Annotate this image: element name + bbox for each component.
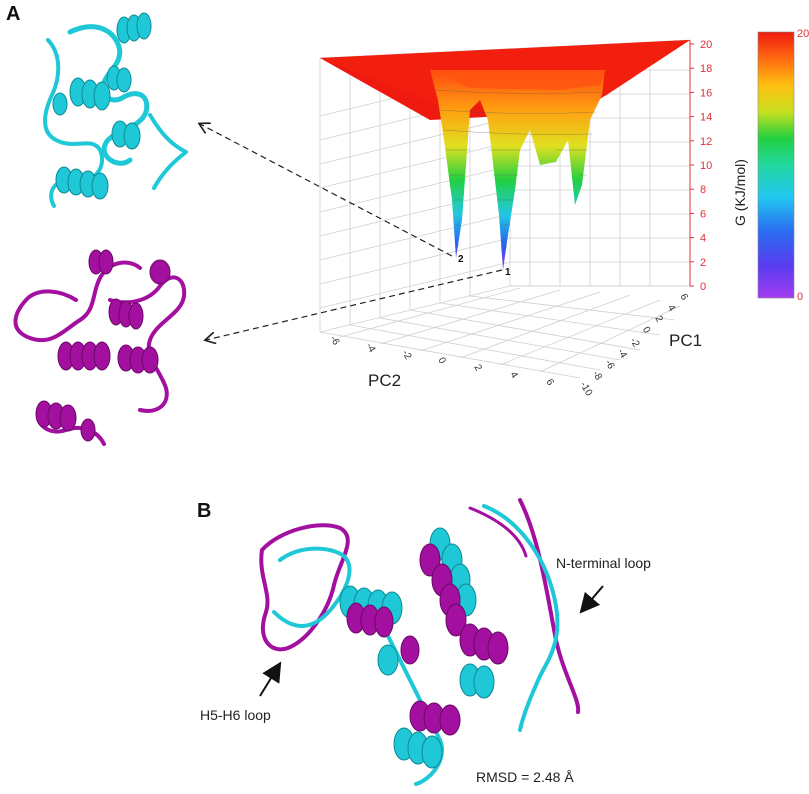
pc1-tick-label: -6 <box>602 358 616 372</box>
pc1-tick-label: -4 <box>615 347 629 361</box>
arrow-minimum-2 <box>200 124 453 257</box>
panel-a-letter: A <box>6 3 20 25</box>
colorbar-max-label: 20 <box>797 28 809 40</box>
z-axis-ticks: 0 2 4 6 8 10 12 14 16 18 20 <box>690 39 712 293</box>
arrow-minimum-1 <box>206 269 503 340</box>
z-tick-label: 0 <box>700 281 706 293</box>
pc1-axis-label: PC1 <box>669 331 702 350</box>
n-terminal-loop-label: N-terminal loop <box>556 555 651 571</box>
colorbar-min-label: 0 <box>797 291 803 303</box>
h5h6-loop-label: H5-H6 loop <box>200 707 271 723</box>
pc1-tick-label: 4 <box>665 303 678 314</box>
magenta-structure <box>13 249 187 446</box>
pc2-tick-label: -4 <box>363 341 377 355</box>
pc2-tick-label: 4 <box>507 370 520 381</box>
colorbar: 20 0 G (KJ/mol) <box>732 28 809 303</box>
n-terminal-arrow <box>579 585 604 614</box>
overlay-structure <box>259 498 581 786</box>
cyan-structure <box>43 12 188 208</box>
panel-b-letter: B <box>197 500 211 522</box>
z-tick-label: 10 <box>700 160 712 172</box>
z-tick-label: 18 <box>700 63 712 75</box>
z-tick-label: 12 <box>700 136 712 148</box>
z-tick-label: 2 <box>700 257 706 269</box>
h5h6-arrow <box>259 661 282 697</box>
rmsd-label: RMSD = 2.48 Å <box>476 769 574 785</box>
pc1-tick-label: 6 <box>677 292 690 303</box>
pc2-axis-ticks: -6 -4 -2 0 2 4 6 <box>327 334 556 388</box>
pc1-tick-label: -8 <box>590 369 604 383</box>
energy-wells <box>430 70 605 270</box>
pc2-tick-label: 0 <box>435 356 448 367</box>
z-tick-label: 4 <box>700 233 706 245</box>
z-tick-label: 14 <box>700 112 712 124</box>
colorbar-gradient <box>757 31 795 299</box>
pc2-tick-label: -2 <box>399 348 413 362</box>
z-tick-label: 6 <box>700 208 706 220</box>
pc1-tick-label: -2 <box>627 336 641 350</box>
minimum-1-label: 1 <box>505 267 511 278</box>
minimum-2-label: 2 <box>458 254 464 265</box>
pc2-tick-label: 6 <box>543 377 556 388</box>
z-tick-label: 16 <box>700 87 712 99</box>
z-tick-label: 20 <box>700 39 712 51</box>
z-tick-label: 8 <box>700 184 706 196</box>
pc2-tick-label: -6 <box>327 334 341 348</box>
pc2-tick-label: 2 <box>471 363 484 374</box>
pc1-tick-label: 2 <box>652 314 665 325</box>
pc1-tick-label: -10 <box>577 380 594 398</box>
pc1-tick-label: 0 <box>640 325 653 336</box>
colorbar-title: G (KJ/mol) <box>732 159 748 226</box>
pc2-axis-label: PC2 <box>368 371 401 390</box>
